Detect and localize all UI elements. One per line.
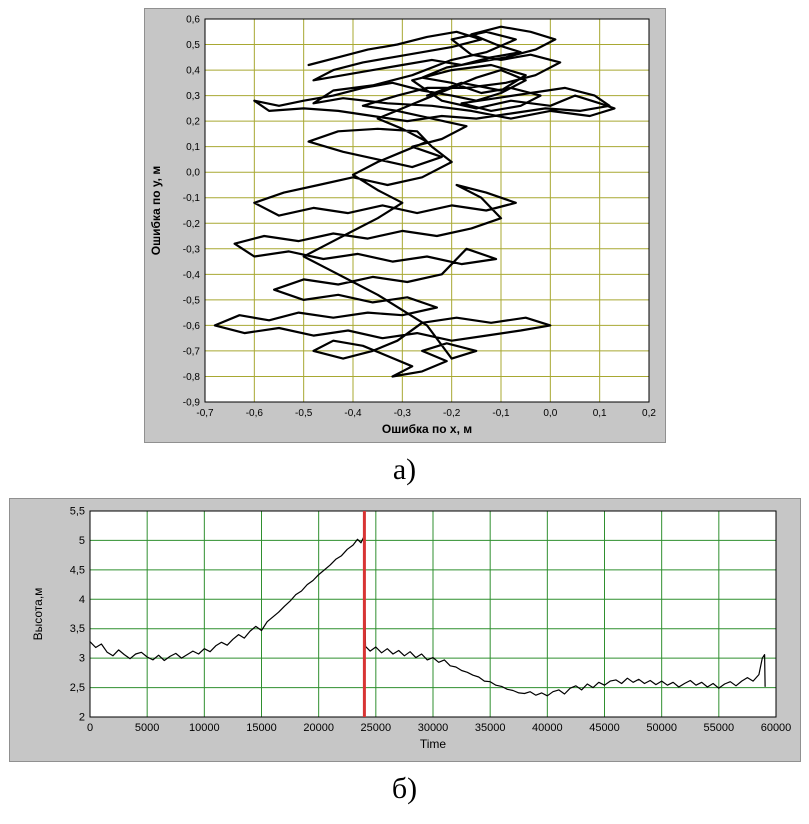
x-tick-label: 0,2: [642, 408, 656, 419]
y-tick-label: 0,0: [186, 168, 200, 179]
x-axis-label: Time: [419, 737, 446, 751]
y-tick-label: 2: [78, 712, 84, 724]
y-tick-label: -0,3: [182, 244, 200, 255]
y-tick-label: 3: [78, 653, 84, 665]
y-tick-label: 0,6: [186, 15, 200, 26]
plot-border: [204, 18, 649, 403]
x-tick-label: 30000: [417, 722, 448, 734]
y-tick-label: 5: [78, 535, 84, 547]
y-tick-label: -0,8: [182, 372, 200, 383]
x-tick-label: 60000: [760, 722, 791, 734]
x-tick-label: -0,4: [344, 408, 362, 419]
caption-a: а): [392, 453, 417, 486]
y-tick-label: 0,1: [186, 142, 200, 153]
x-tick-label: 20000: [303, 722, 334, 734]
x-tick-label: -0,5: [295, 408, 313, 419]
x-tick-label: 0: [86, 722, 92, 734]
y-axis-label: Высота,м: [31, 588, 45, 641]
x-tick-label: 55000: [703, 722, 734, 734]
y-tick-label: 0,3: [186, 91, 200, 102]
height-graph-panel: 0 5000 10000 15000 20000 25000 30000 35000 40000…: [8, 498, 801, 762]
y-tick-label: -0,5: [182, 295, 200, 306]
x-tick-label: -0,7: [196, 408, 214, 419]
x-tick-label: 15000: [246, 722, 277, 734]
y-tick-label: -0,9: [182, 398, 200, 409]
y-tick-label: 3,5: [69, 623, 84, 635]
y-tick-label: 4,5: [69, 564, 84, 576]
y-axis-label: Ошибка по y, м: [149, 166, 163, 256]
x-tick-label: 45000: [589, 722, 620, 734]
x-tick-label: 0,1: [592, 408, 606, 419]
x-tick-label: -0,6: [245, 408, 263, 419]
y-tick-label: -0,4: [182, 270, 200, 281]
x-tick-label: -0,3: [393, 408, 411, 419]
y-tick-label: 2,5: [69, 682, 84, 694]
x-tick-label: -0,1: [492, 408, 510, 419]
trace-polyline: [213, 25, 616, 378]
y-tick-label: 0,2: [186, 117, 200, 128]
error-xy-graph: -0,7 -0,6 -0,5 -0,4 -0,3 -0,2 -0,1 0,0 0,1 0,2 0,6…: [144, 9, 665, 442]
figure-a: -0,7 -0,6 -0,5 -0,4 -0,3 -0,2 -0,1 0,0 0,1 0,2 0,6…: [143, 8, 666, 486]
plot-border: [89, 510, 776, 718]
figure-b: 0 5000 10000 15000 20000 25000 30000 35000 40000…: [0, 496, 809, 815]
x-axis-label: Ошибка по x, м: [381, 422, 471, 436]
x-tick-label: 25000: [360, 722, 391, 734]
x-tick-label: 40000: [532, 722, 563, 734]
x-tick-label: 5000: [134, 722, 158, 734]
trace-polyline: [88, 536, 766, 697]
y-tick-label: 0,5: [186, 40, 200, 51]
y-tick-label: -0,7: [182, 346, 200, 357]
y-tick-label: -0,6: [182, 321, 200, 332]
y-tick-label: 4: [78, 594, 84, 606]
x-tick-label: -0,2: [443, 408, 461, 419]
x-tick-label: 50000: [646, 722, 677, 734]
y-tick-label: 5,5: [69, 506, 84, 518]
y-tick-label: -0,1: [182, 193, 200, 204]
x-tick-label: 10000: [189, 722, 220, 734]
caption-b: б): [391, 772, 418, 805]
x-tick-label: 35000: [474, 722, 505, 734]
y-tick-label: 0,4: [186, 66, 200, 77]
xy-graph-panel: -0,7 -0,6 -0,5 -0,4 -0,3 -0,2 -0,1 0,0 0,1 0,2 0,6…: [143, 8, 666, 443]
y-tick-label: -0,2: [182, 219, 200, 230]
height-time-graph: 0 5000 10000 15000 20000 25000 30000 35000 40000…: [9, 499, 800, 761]
x-tick-label: 0,0: [543, 408, 557, 419]
